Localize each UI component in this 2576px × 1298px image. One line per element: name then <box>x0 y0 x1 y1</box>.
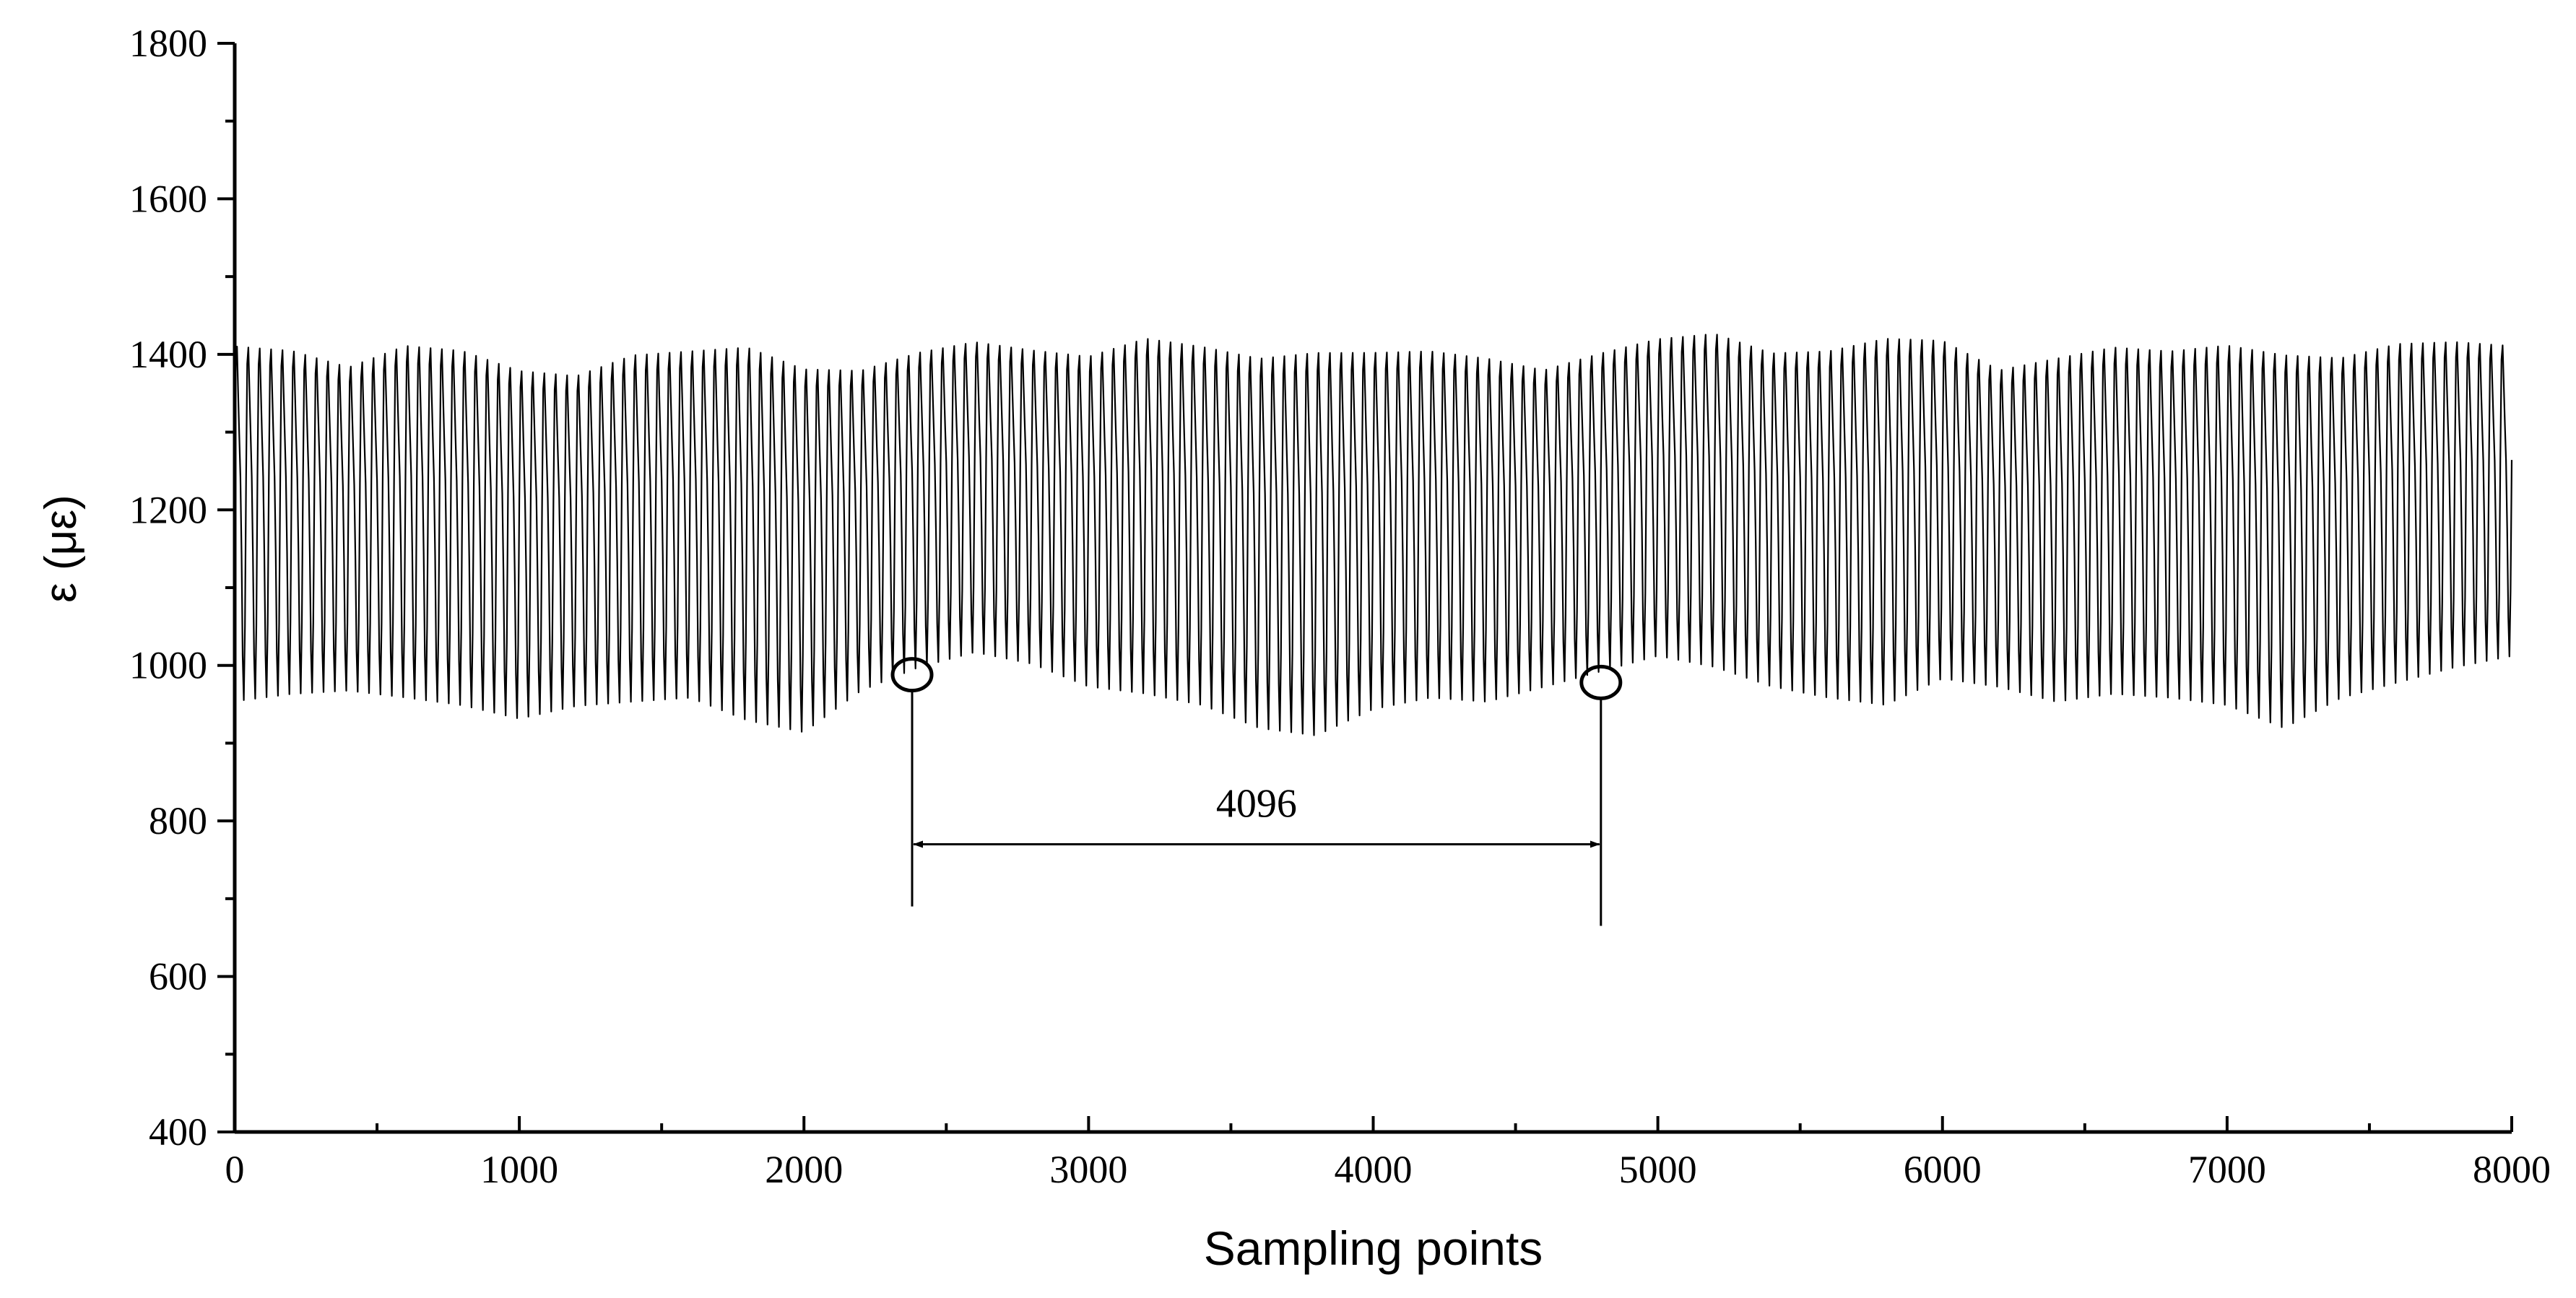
x-tick-label: 8000 <box>2473 1148 2551 1191</box>
x-tick-label: 1000 <box>480 1148 558 1191</box>
interval-label: 4096 <box>1216 781 1297 826</box>
y-tick-label: 600 <box>149 955 207 998</box>
x-tick-label: 3000 <box>1049 1148 1127 1191</box>
y-tick-label: 1200 <box>129 488 207 531</box>
marker-circle <box>890 657 934 693</box>
y-tick-label: 1000 <box>129 644 207 687</box>
x-tick-label: 7000 <box>2188 1148 2266 1191</box>
x-tick-label: 4000 <box>1335 1148 1413 1191</box>
y-axis-ticks: 400 600 800 1000 1200 1400 1600 1800 <box>129 22 235 1154</box>
marker-circle <box>1579 664 1623 700</box>
axes: 0 1000 2000 3000 4000 5000 6000 7000 8000 400 600… <box>129 22 2551 1191</box>
x-tick-label: 2000 <box>765 1148 843 1191</box>
annotation-layer: 4096 <box>890 657 1623 926</box>
x-tick-label: 0 <box>225 1148 245 1191</box>
y-tick-label: 1400 <box>129 333 207 376</box>
y-tick-label: 1800 <box>129 22 207 65</box>
y-tick-label: 1600 <box>129 177 207 220</box>
y-tick-label: 800 <box>149 799 207 842</box>
strain-series-line <box>233 334 2513 736</box>
y-axis-title: ε (με) <box>36 495 86 603</box>
x-axis-ticks: 0 1000 2000 3000 4000 5000 6000 7000 8000 <box>225 1116 2551 1191</box>
y-tick-label: 400 <box>149 1110 207 1154</box>
x-tick-label: 5000 <box>1619 1148 1697 1191</box>
x-axis-title: Sampling points <box>1204 1221 1543 1275</box>
x-tick-label: 6000 <box>1904 1148 1982 1191</box>
plot-area <box>233 334 2513 736</box>
